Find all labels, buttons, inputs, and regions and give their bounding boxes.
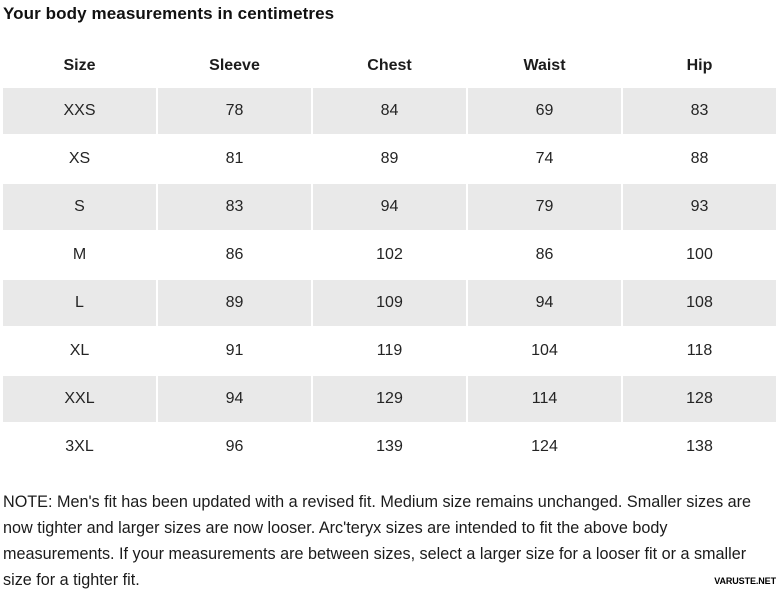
measurement-cell: 138 bbox=[686, 438, 713, 455]
column-header-size: Size bbox=[63, 57, 96, 74]
table-row: XL 91 119 104 118 bbox=[3, 328, 776, 374]
size-table-header: Size Sleeve Chest Waist Hip bbox=[3, 52, 776, 80]
table-row: M 86 102 86 100 bbox=[3, 232, 776, 278]
measurement-cell: 91 bbox=[225, 342, 244, 359]
table-row: S 83 94 79 93 bbox=[3, 184, 776, 230]
table-row: XXS 78 84 69 83 bbox=[3, 88, 776, 134]
measurement-cell: 86 bbox=[225, 246, 244, 263]
watermark: VARUSTE.NET bbox=[714, 576, 776, 586]
measurement-cell: 86 bbox=[535, 246, 554, 263]
measurement-cell: 109 bbox=[313, 280, 466, 326]
measurement-cell: 83 bbox=[158, 184, 311, 230]
table-row: XXL 94 129 114 128 bbox=[3, 376, 776, 422]
measurement-cell: 102 bbox=[376, 246, 403, 263]
measurement-cell: 100 bbox=[686, 246, 713, 263]
measurement-cell: 114 bbox=[468, 376, 621, 422]
measurement-cell: 108 bbox=[623, 280, 776, 326]
measurement-cell: 84 bbox=[313, 88, 466, 134]
measurement-cell: 94 bbox=[313, 184, 466, 230]
measurement-cell: 118 bbox=[686, 342, 713, 359]
size-cell: M bbox=[72, 246, 87, 263]
size-cell: L bbox=[3, 280, 156, 326]
size-cell: XXL bbox=[3, 376, 156, 422]
column-header-waist: Waist bbox=[523, 57, 566, 74]
measurement-cell: 94 bbox=[158, 376, 311, 422]
measurement-cell: 96 bbox=[225, 438, 244, 455]
size-cell: 3XL bbox=[65, 438, 94, 455]
column-header-chest: Chest bbox=[367, 57, 412, 74]
measurement-cell: 94 bbox=[468, 280, 621, 326]
table-row: 3XL 96 139 124 138 bbox=[3, 424, 776, 470]
column-header-sleeve: Sleeve bbox=[209, 57, 260, 74]
measurement-cell: 104 bbox=[531, 342, 558, 359]
measurement-cell: 89 bbox=[158, 280, 311, 326]
size-table-body: XXS 78 84 69 83 XS 81 89 74 88 S 83 94 79 93 M 86 102 86 10… bbox=[3, 88, 776, 470]
size-cell: XL bbox=[69, 342, 90, 359]
page-title: Your body measurements in centimetres bbox=[3, 4, 335, 23]
size-cell: XS bbox=[68, 150, 91, 167]
measurement-cell: 129 bbox=[313, 376, 466, 422]
measurement-cell: 128 bbox=[623, 376, 776, 422]
table-row: L 89 109 94 108 bbox=[3, 280, 776, 326]
measurement-cell: 81 bbox=[225, 150, 244, 167]
measurement-cell: 139 bbox=[376, 438, 403, 455]
measurement-cell: 93 bbox=[623, 184, 776, 230]
note-text: NOTE: Men's fit has been updated with a … bbox=[3, 493, 752, 589]
measurement-cell: 89 bbox=[380, 150, 399, 167]
size-cell: XXS bbox=[3, 88, 156, 134]
measurement-cell: 79 bbox=[468, 184, 621, 230]
measurement-cell: 88 bbox=[690, 150, 709, 167]
measurement-cell: 74 bbox=[535, 150, 554, 167]
measurement-cell: 124 bbox=[531, 438, 558, 455]
measurement-cell: 119 bbox=[376, 342, 403, 359]
measurement-cell: 83 bbox=[623, 88, 776, 134]
size-table: Size Sleeve Chest Waist Hip XXS 78 84 69 83 X… bbox=[3, 52, 776, 470]
measurement-cell: 69 bbox=[468, 88, 621, 134]
measurement-cell: 78 bbox=[158, 88, 311, 134]
table-row: XS 81 89 74 88 bbox=[3, 136, 776, 182]
size-cell: S bbox=[3, 184, 156, 230]
column-header-hip: Hip bbox=[686, 57, 713, 74]
